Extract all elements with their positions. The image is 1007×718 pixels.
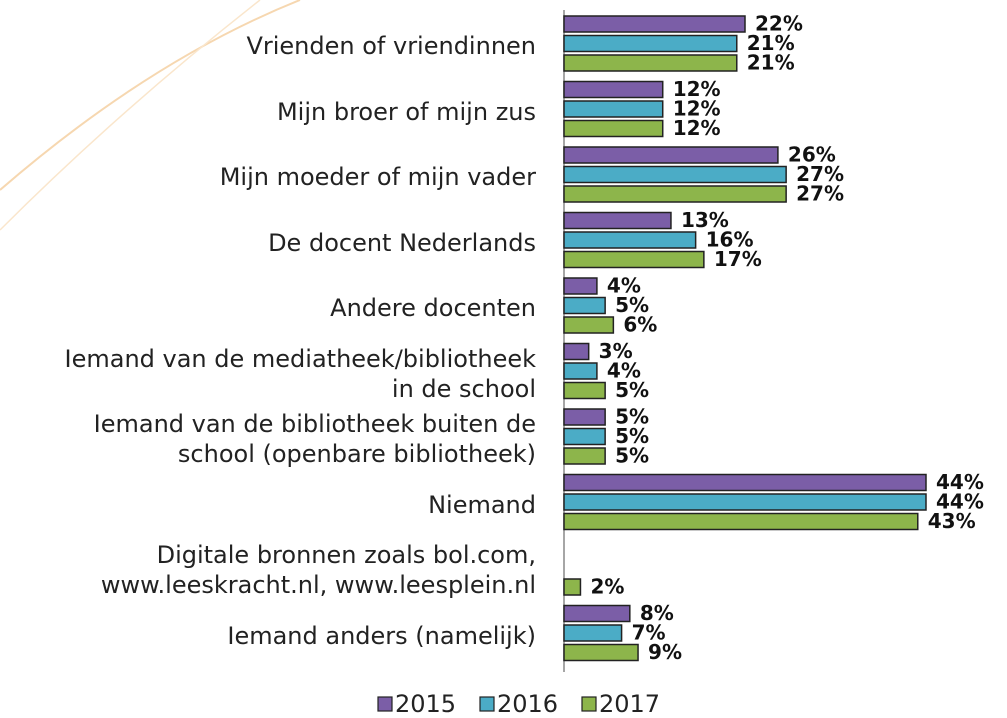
legend-swatch (479, 696, 495, 712)
bar (563, 512, 919, 531)
legend-label: 2015 (395, 690, 456, 718)
value-label: 12% (673, 97, 721, 121)
legend-swatch (581, 696, 597, 712)
value-label: 13% (681, 208, 729, 232)
legend-label: 2017 (599, 690, 660, 718)
bar (563, 473, 927, 492)
bar (563, 578, 582, 596)
value-label: 43% (928, 509, 976, 533)
value-label: 9% (648, 640, 682, 664)
value-label: 2% (590, 575, 624, 599)
bar (563, 624, 623, 642)
bar (563, 427, 606, 446)
bar (563, 447, 606, 465)
value-label: 44% (936, 470, 984, 494)
value-label: 4% (607, 274, 641, 298)
bar (563, 362, 598, 380)
bar (563, 165, 787, 184)
value-label: 12% (673, 77, 721, 101)
bar (563, 316, 615, 334)
value-label: 26% (788, 143, 836, 167)
bar (563, 54, 738, 72)
bar (563, 231, 697, 249)
value-label: 21% (747, 31, 795, 55)
value-label: 16% (706, 228, 754, 252)
value-label: 27% (796, 162, 844, 186)
value-label: 3% (599, 339, 633, 363)
category-label: Andere docenten (330, 294, 536, 322)
decoration (0, 0, 261, 231)
value-label: 5% (615, 405, 649, 429)
bar (563, 211, 672, 230)
category-label: Niemand (428, 490, 536, 519)
category-label: Iemand van de bibliotheek buiten de scho… (93, 410, 536, 468)
bar (563, 493, 927, 511)
value-label: 12% (673, 116, 721, 140)
bar (563, 296, 606, 315)
bar (563, 408, 606, 426)
bar (563, 643, 639, 662)
bar (563, 250, 705, 269)
value-label: 6% (623, 313, 657, 337)
category-label: Mijn broer of mijn zus (276, 97, 536, 126)
bar (563, 34, 738, 53)
value-label: 5% (615, 444, 649, 468)
value-label: 5% (615, 378, 649, 402)
value-label: 27% (796, 182, 844, 206)
category-label: Digitale bronnen zoals bol.com, www.lees… (100, 541, 536, 599)
legend-swatch (377, 696, 393, 712)
category-label: Vrienden of vriendinnen (246, 32, 536, 60)
category-label: Iemand anders (namelijk) (227, 621, 536, 650)
value-label: 7% (632, 621, 666, 645)
value-label: 44% (936, 490, 984, 514)
bar (563, 381, 606, 400)
bar (563, 342, 590, 361)
value-label: 22% (755, 12, 803, 36)
value-label: 4% (607, 359, 641, 383)
value-label: 5% (615, 293, 649, 317)
bar (563, 119, 664, 138)
bar (563, 100, 664, 118)
category-label: Mijn moeder of mijn vader (219, 163, 536, 191)
bar (563, 185, 787, 203)
value-label: 8% (640, 601, 674, 625)
value-label: 21% (747, 51, 795, 75)
category-label: Iemand van de mediatheek/bibliotheek in … (64, 344, 536, 403)
value-label: 5% (615, 424, 649, 448)
legend-label: 2016 (497, 690, 558, 718)
category-label: De docent Nederlands (268, 228, 536, 257)
decoration (0, 0, 301, 191)
bar (563, 604, 631, 623)
bar (563, 15, 746, 33)
bar (563, 80, 664, 99)
bar (563, 277, 598, 295)
value-label: 17% (714, 247, 762, 271)
bar (563, 146, 779, 164)
